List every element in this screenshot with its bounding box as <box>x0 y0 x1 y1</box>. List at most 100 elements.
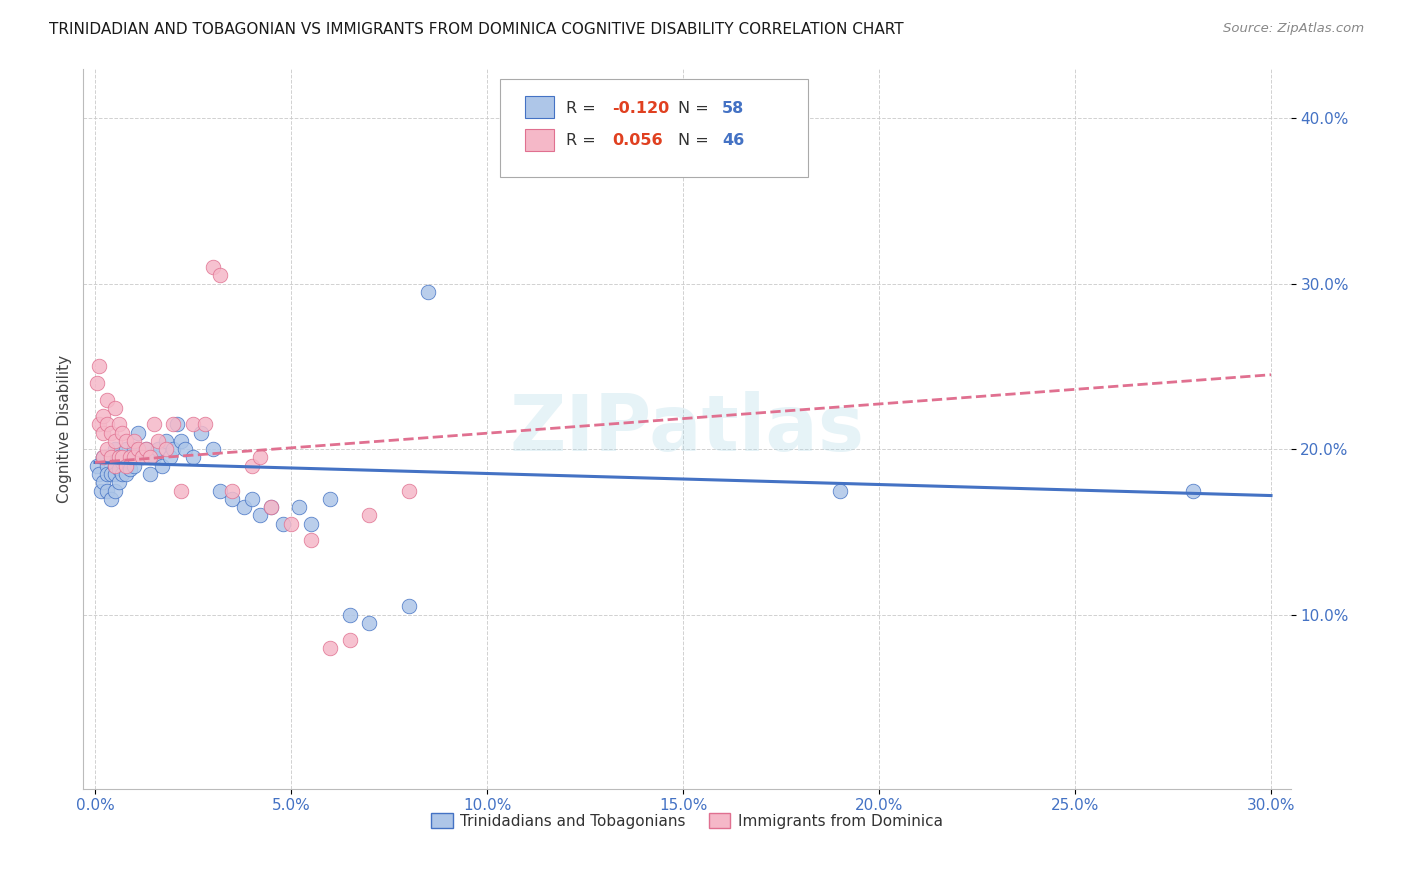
Point <box>201 260 224 274</box>
Point <box>174 442 197 457</box>
Point <box>91 475 114 490</box>
Point <box>115 434 138 448</box>
Point <box>87 467 110 481</box>
Point <box>146 442 169 457</box>
Point <box>96 442 118 457</box>
Point <box>120 462 142 476</box>
Point <box>122 458 145 473</box>
Point <box>271 516 294 531</box>
Point <box>100 467 122 481</box>
Point <box>96 458 118 473</box>
Point <box>127 425 149 440</box>
Point <box>122 434 145 448</box>
Point <box>221 483 243 498</box>
Point <box>339 632 361 647</box>
FancyBboxPatch shape <box>526 96 554 119</box>
Point <box>170 434 193 448</box>
Point <box>131 450 153 465</box>
FancyBboxPatch shape <box>499 79 807 177</box>
Point <box>111 467 134 481</box>
Point <box>104 442 127 457</box>
FancyBboxPatch shape <box>526 128 554 151</box>
Point <box>87 359 110 374</box>
Point <box>146 434 169 448</box>
Point <box>96 392 118 407</box>
Text: 0.056: 0.056 <box>612 133 662 148</box>
Text: R =: R = <box>567 133 602 148</box>
Point <box>91 409 114 423</box>
Point <box>150 458 173 473</box>
Text: Source: ZipAtlas.com: Source: ZipAtlas.com <box>1223 22 1364 36</box>
Point <box>100 450 122 465</box>
Point <box>209 483 232 498</box>
Point <box>194 417 217 432</box>
Point <box>288 500 311 515</box>
Point <box>201 442 224 457</box>
Point <box>260 500 283 515</box>
Point <box>91 450 114 465</box>
Point <box>96 483 118 498</box>
Point <box>87 417 110 432</box>
Text: ZIPatlas: ZIPatlas <box>509 391 865 467</box>
Point <box>107 450 129 465</box>
Point <box>104 434 127 448</box>
Point <box>122 450 145 465</box>
Text: 58: 58 <box>721 101 744 116</box>
Point <box>249 450 271 465</box>
Point <box>139 450 162 465</box>
Point <box>142 450 165 465</box>
Point <box>91 425 114 440</box>
Point <box>249 508 271 523</box>
Point <box>100 491 122 506</box>
Point <box>111 455 134 469</box>
Point <box>115 442 138 457</box>
Text: N =: N = <box>679 133 714 148</box>
Point <box>104 483 127 498</box>
Point <box>107 450 129 465</box>
Point <box>90 483 112 498</box>
Point <box>359 615 381 630</box>
Text: -0.120: -0.120 <box>612 101 669 116</box>
Point <box>86 458 108 473</box>
Point <box>1181 483 1204 498</box>
Point <box>181 417 204 432</box>
Point <box>115 458 138 473</box>
Text: N =: N = <box>679 101 714 116</box>
Point <box>221 491 243 506</box>
Point <box>115 467 138 481</box>
Point <box>359 508 381 523</box>
Y-axis label: Cognitive Disability: Cognitive Disability <box>58 354 72 502</box>
Point <box>127 442 149 457</box>
Point <box>162 442 184 457</box>
Point <box>240 458 263 473</box>
Point <box>159 450 181 465</box>
Point <box>418 285 440 299</box>
Point <box>111 450 134 465</box>
Point <box>166 417 188 432</box>
Point <box>209 268 232 283</box>
Text: TRINIDADIAN AND TOBAGONIAN VS IMMIGRANTS FROM DOMINICA COGNITIVE DISABILITY CORR: TRINIDADIAN AND TOBAGONIAN VS IMMIGRANTS… <box>49 22 904 37</box>
Point <box>319 640 342 655</box>
Legend: Trinidadians and Tobagonians, Immigrants from Dominica: Trinidadians and Tobagonians, Immigrants… <box>425 807 949 835</box>
Point <box>104 401 127 415</box>
Point <box>181 450 204 465</box>
Point <box>155 434 177 448</box>
Point <box>233 500 256 515</box>
Point <box>122 442 145 457</box>
Point <box>170 483 193 498</box>
Point <box>120 450 142 465</box>
Point <box>299 516 322 531</box>
Point <box>162 417 184 432</box>
Point <box>91 450 114 465</box>
Point <box>142 417 165 432</box>
Point <box>120 450 142 465</box>
Point <box>104 458 127 473</box>
Point <box>104 467 127 481</box>
Point <box>96 467 118 481</box>
Point <box>398 483 420 498</box>
Point <box>100 450 122 465</box>
Point <box>135 442 157 457</box>
Point <box>339 607 361 622</box>
Point <box>260 500 283 515</box>
Point <box>139 467 162 481</box>
